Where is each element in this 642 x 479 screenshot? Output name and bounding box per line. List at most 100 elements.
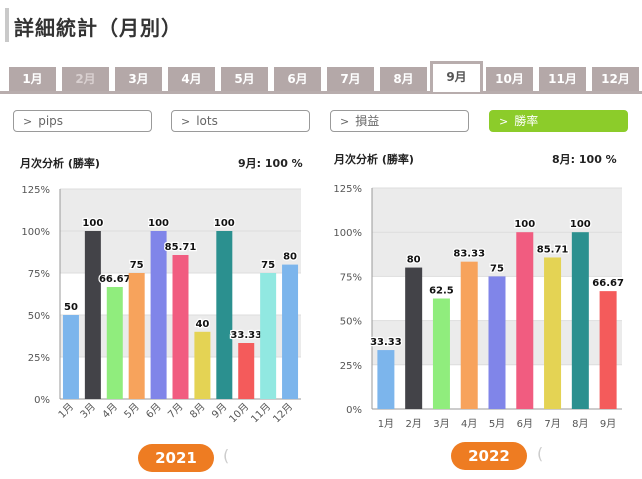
x-tick-label: 9月 (600, 418, 616, 430)
bar (194, 331, 211, 399)
bar (150, 231, 167, 399)
year-button-2022[interactable]: 2022 (451, 442, 527, 470)
tab-month-6[interactable]: 6月 (274, 67, 321, 91)
chart-summary: 8月: 100 % (552, 153, 617, 166)
title-accent-bar (5, 8, 9, 42)
data-label: 66.67 (592, 278, 624, 289)
bar (62, 315, 79, 399)
bar (172, 255, 189, 399)
x-tick-label: 11月 (249, 401, 274, 426)
tab-month-2: 2月 (62, 67, 109, 91)
tab-month-1[interactable]: 1月 (9, 67, 56, 91)
month-tabs: 1月 2月 3月 4月 5月 6月 7月 8月 9月 10月 11月 12月 (0, 61, 642, 94)
filter-label: 勝率 (514, 114, 539, 128)
y-tick-label: 0% (346, 405, 362, 416)
filter-winrate-button[interactable]: > 勝率 (489, 110, 628, 132)
data-label: 100 (148, 218, 169, 229)
y-tick-label: 125% (21, 185, 50, 196)
grid-band (372, 188, 622, 233)
filter-pips-button[interactable]: > pips (13, 110, 152, 132)
tab-baseline (0, 91, 642, 94)
bar (599, 291, 617, 409)
x-tick-label: 10月 (227, 401, 252, 426)
data-label: 80 (407, 255, 421, 266)
bar (84, 231, 101, 399)
x-tick-label: 3月 (433, 418, 449, 430)
y-tick-label: 50% (340, 317, 362, 328)
tab-month-9[interactable]: 9月 (430, 61, 483, 92)
bar-chart-2022: 0% 25% 50% 75% 100% 125% 33.33 1月 80 2月 62.5 3月 83.3… (333, 184, 625, 430)
bar (282, 264, 299, 399)
data-label: 83.33 (453, 249, 485, 260)
x-tick-label: 2月 (405, 418, 421, 430)
x-tick-label: 3月 (78, 401, 98, 421)
filter-lots-button[interactable]: > lots (171, 110, 310, 132)
data-label: 62.5 (429, 286, 454, 297)
bar (377, 350, 395, 409)
tab-month-12[interactable]: 12月 (592, 67, 639, 91)
data-label: 80 (283, 252, 297, 263)
page-title: 詳細統計（月別） (14, 16, 182, 40)
y-tick-label: 125% (333, 184, 362, 195)
x-tick-label: 8月 (187, 401, 207, 421)
bar (238, 343, 255, 399)
chevron-right-icon: > (340, 115, 350, 128)
bar (106, 286, 123, 399)
chart-heading: 月次分析 (勝率) (334, 153, 414, 166)
data-label: 66.67 (99, 274, 131, 285)
data-label: 100 (570, 219, 591, 230)
x-tick-label: 7月 (544, 418, 560, 430)
tab-month-10[interactable]: 10月 (486, 67, 533, 91)
y-tick-label: 100% (21, 227, 50, 238)
data-label: 33.33 (370, 337, 402, 348)
bar (460, 261, 478, 409)
bar (488, 276, 506, 409)
data-label: 40 (195, 319, 209, 330)
bar (571, 232, 589, 409)
data-label: 85.71 (165, 242, 197, 253)
data-label: 75 (261, 260, 275, 271)
y-tick-label: 0% (34, 395, 50, 406)
chevron-right-icon: > (23, 115, 33, 128)
y-tick-label: 100% (333, 228, 362, 239)
x-tick-label: 6月 (517, 418, 533, 430)
next-page-icon[interactable]: ( (537, 444, 544, 463)
x-tick-label: 12月 (271, 401, 296, 426)
y-tick-label: 75% (28, 269, 50, 280)
data-label: 100 (514, 219, 535, 230)
grid-band (60, 189, 301, 231)
bar (260, 273, 277, 399)
x-tick-label: 5月 (489, 418, 505, 430)
x-tick-label: 1月 (56, 401, 76, 421)
filter-profit-button[interactable]: > 損益 (330, 110, 469, 132)
x-tick-label: 4月 (461, 418, 477, 430)
year-button-2021[interactable]: 2021 (138, 444, 214, 472)
bar (216, 231, 233, 399)
filter-label: 損益 (355, 114, 380, 128)
tab-month-8[interactable]: 8月 (380, 67, 427, 91)
next-page-icon[interactable]: ( (223, 446, 230, 465)
tab-month-11[interactable]: 11月 (539, 67, 586, 91)
filter-label: lots (196, 114, 218, 128)
chevron-right-icon: > (181, 115, 191, 128)
x-tick-label: 4月 (100, 401, 120, 421)
x-tick-label: 7月 (166, 401, 186, 421)
bar (544, 257, 562, 409)
data-label: 85.71 (537, 244, 569, 255)
bar (128, 273, 145, 399)
x-tick-label: 8月 (572, 418, 588, 430)
bar-chart-2021: 0% 25% 50% 75% 100% 125% 50 1月 100 3月 66.67 4月 75 5月 1… (21, 185, 301, 426)
tab-month-7[interactable]: 7月 (327, 67, 374, 91)
tab-month-5[interactable]: 5月 (221, 67, 268, 91)
tab-month-4[interactable]: 4月 (168, 67, 215, 91)
y-tick-label: 25% (28, 353, 50, 364)
page-header: 詳細統計（月別） (0, 6, 642, 42)
tab-month-3[interactable]: 3月 (115, 67, 162, 91)
data-label: 33.33 (230, 330, 262, 341)
y-tick-label: 25% (340, 361, 362, 372)
x-tick-label: 1月 (378, 418, 394, 430)
data-label: 100 (214, 218, 235, 229)
chart-summary: 9月: 100 % (238, 157, 303, 170)
chevron-right-icon: > (499, 115, 509, 128)
data-label: 50 (64, 302, 78, 313)
